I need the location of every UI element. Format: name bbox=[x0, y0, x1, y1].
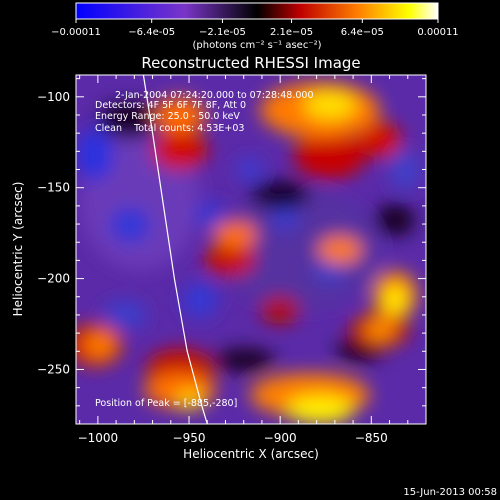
y-axis-label: Heliocentric Y (arcsec) bbox=[11, 182, 25, 317]
colorbar-tick-label: −0.00011 bbox=[51, 27, 101, 38]
colorbar: −0.00011 −6.4e-05 −2.1e-05 2.1e−05 6.4e−05 0.… bbox=[51, 2, 459, 51]
y-tick-label: −150 bbox=[37, 181, 70, 195]
colorbar-ticks: −0.00011 −6.4e-05 −2.1e-05 2.1e−05 6.4e−05 0.… bbox=[51, 19, 459, 38]
annotation-peak-position: Position of Peak = [-885,-280] bbox=[95, 398, 237, 409]
x-tick-label: −900 bbox=[264, 431, 297, 445]
colorbar-unit-label: (photons cm⁻² s⁻¹ asec⁻²) bbox=[192, 40, 321, 51]
heatmap-image bbox=[76, 75, 421, 424]
x-tick-label: −850 bbox=[355, 431, 388, 445]
plot-frame bbox=[75, 74, 427, 425]
annotation-clean-counts: Clean Total counts: 4.53E+03 bbox=[95, 123, 244, 134]
chart-title: Reconstructed RHESSI Image bbox=[141, 54, 360, 72]
colorbar-tick-label: −2.1e-05 bbox=[199, 27, 246, 38]
colorbar-tick-label: 6.4e−05 bbox=[341, 27, 384, 38]
footer-timestamp: 15-Jun-2013 00:58 bbox=[403, 487, 497, 498]
solar-limb-line bbox=[142, 75, 208, 424]
x-tick-label: −1000 bbox=[78, 431, 119, 445]
annotation-detectors: Detectors: 4F 5F 6F 7F 8F, Att 0 bbox=[95, 100, 246, 111]
plot-area: −1000 −950 −900 −850 −100 −150 −200 −250 2-Jan-… bbox=[37, 74, 427, 445]
colorbar-tick-label: 0.00011 bbox=[417, 27, 458, 38]
x-axis-label: Heliocentric X (arcsec) bbox=[183, 447, 319, 461]
axis-ticks: −1000 −950 −900 −850 −100 −150 −200 −250 bbox=[37, 75, 427, 445]
y-tick-label: −100 bbox=[37, 90, 70, 104]
colorbar-tick-label: 2.1e−05 bbox=[270, 27, 313, 38]
colorbar-tick-label: −6.4e-05 bbox=[128, 27, 175, 38]
annotation-energy-range: Energy Range: 25.0 - 50.0 keV bbox=[95, 111, 240, 122]
y-tick-label: −200 bbox=[37, 272, 70, 286]
x-tick-label: −950 bbox=[173, 431, 206, 445]
colorbar-gradient bbox=[75, 2, 439, 20]
y-tick-label: −250 bbox=[37, 362, 70, 376]
annotation-time-range: 2-Jan-2004 07:24:20.000 to 07:28:48.000 bbox=[115, 90, 313, 101]
